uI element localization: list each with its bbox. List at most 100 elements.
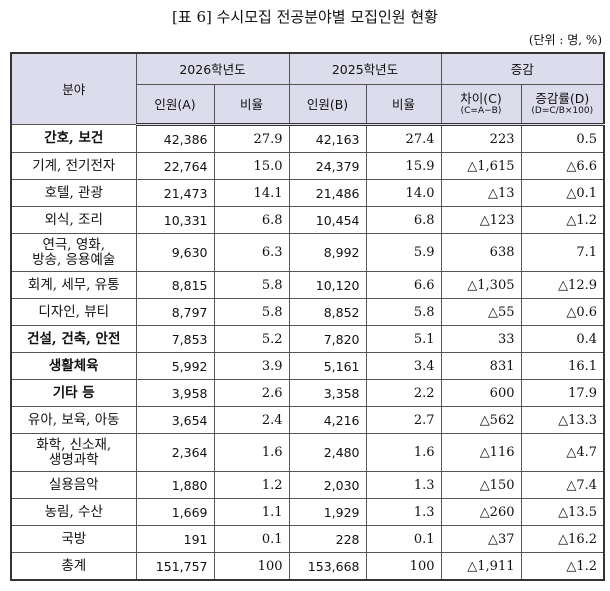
- value-cell: 7,820: [288, 325, 367, 353]
- table-row: 디자인, 뷰티 8,797 5.8 8,852 5.8 △55 △0.6: [10, 298, 605, 326]
- value-cell: △37: [440, 525, 522, 553]
- value-cell: 14.0: [365, 179, 442, 207]
- value-cell: △13: [440, 179, 522, 207]
- value-cell: 153,668: [288, 552, 367, 581]
- table-row: 총계 151,757 100 153,668 100 △1,911 △1.2: [10, 552, 605, 581]
- value-cell: 228: [288, 525, 367, 553]
- value-cell: 17.9: [520, 379, 605, 407]
- value-cell: 1,669: [135, 498, 215, 526]
- value-cell: 600: [440, 379, 522, 407]
- value-cell: 42,163: [288, 124, 367, 153]
- unit: (단위 : 명, %): [528, 33, 602, 47]
- header-cell: 분야: [10, 52, 137, 125]
- value-cell: 8,992: [288, 233, 367, 272]
- value-cell: 7.1: [520, 233, 605, 272]
- value-cell: 5,992: [135, 352, 215, 380]
- value-cell: 2,030: [288, 471, 367, 499]
- table-row: 기타 등 3,958 2.6 3,358 2.2 600 17.9: [10, 379, 605, 407]
- value-cell: 1,929: [288, 498, 367, 526]
- value-cell: 24,379: [288, 152, 367, 180]
- value-cell: △150: [440, 471, 522, 499]
- value-cell: 0.4: [520, 325, 605, 353]
- value-cell: 2.6: [213, 379, 290, 407]
- table-body: 간호, 보건 42,386 27.9 42,163 27.4 223 0.5 기계, 전기전자…: [10, 124, 605, 581]
- value-cell: △1.2: [520, 552, 605, 581]
- value-cell: 16.1: [520, 352, 605, 380]
- value-cell: 3,958: [135, 379, 215, 407]
- value-cell: 8,797: [135, 298, 215, 326]
- field-cell: 기타 등: [10, 379, 137, 407]
- value-cell: 223: [440, 124, 522, 153]
- value-cell: 5.2: [213, 325, 290, 353]
- value-cell: 2.7: [365, 406, 442, 434]
- field-cell: 디자인, 뷰티: [10, 298, 137, 326]
- value-cell: △6.6: [520, 152, 605, 180]
- value-cell: 27.9: [213, 124, 290, 153]
- value-cell: 0.1: [365, 525, 442, 553]
- field-cell: 실용음악: [10, 471, 137, 499]
- table-head: 분야 2026학년도 2025학년도 증감 인원(A) 비율 인원(B) 비율 …: [10, 52, 605, 126]
- value-cell: △7.4: [520, 471, 605, 499]
- value-cell: △116: [440, 433, 522, 472]
- value-cell: 21,486: [288, 179, 367, 207]
- table-row: 농림, 수산 1,669 1.1 1,929 1.3 △260 △13.5: [10, 498, 605, 526]
- value-cell: 2,364: [135, 433, 215, 472]
- value-cell: △0.1: [520, 179, 605, 207]
- value-cell: 27.4: [365, 124, 442, 153]
- table-row: 호텔, 관광 21,473 14.1 21,486 14.0 △13 △0.1: [10, 179, 605, 207]
- field-cell: 호텔, 관광: [10, 179, 137, 207]
- value-cell: △1.2: [520, 206, 605, 234]
- value-cell: 5,161: [288, 352, 367, 380]
- value-cell: 10,331: [135, 206, 215, 234]
- value-cell: 638: [440, 233, 522, 272]
- value-cell: 191: [135, 525, 215, 553]
- value-cell: 0.1: [213, 525, 290, 553]
- value-cell: 151,757: [135, 552, 215, 581]
- header-cell: 2025학년도: [288, 52, 442, 85]
- value-cell: 3,654: [135, 406, 215, 434]
- value-cell: 8,852: [288, 298, 367, 326]
- header-cell: 증감: [440, 52, 605, 85]
- header-text: 증감률(D): [535, 91, 590, 106]
- value-cell: 0.5: [520, 124, 605, 153]
- table-row: 간호, 보건 42,386 27.9 42,163 27.4 223 0.5: [10, 124, 605, 153]
- value-cell: △1,911: [440, 552, 522, 581]
- table-row: 외식, 조리 10,331 6.8 10,454 6.8 △123 △1.2: [10, 206, 605, 234]
- field-cell: 건설, 건축, 안전: [10, 325, 137, 353]
- field-cell: 간호, 보건: [10, 124, 137, 153]
- field-cell: 화학, 신소재, 생명과학: [10, 433, 137, 472]
- value-cell: △562: [440, 406, 522, 434]
- table: 분야 2026학년도 2025학년도 증감 인원(A) 비율 인원(B) 비율 …: [10, 52, 606, 581]
- value-cell: △123: [440, 206, 522, 234]
- value-cell: △1,615: [440, 152, 522, 180]
- value-cell: △55: [440, 298, 522, 326]
- value-cell: 1.2: [213, 471, 290, 499]
- value-cell: 1.3: [365, 498, 442, 526]
- header-row: 인원(A) 비율 인원(B) 비율 차이(C) (C=A−B) 증감률(D) (D=…: [11, 84, 605, 126]
- table-row: 국방 191 0.1 228 0.1 △37 △16.2: [10, 525, 605, 553]
- value-cell: 6.6: [365, 271, 442, 299]
- value-cell: △12.9: [520, 271, 605, 299]
- value-cell: 7,853: [135, 325, 215, 353]
- table-row: 기계, 전기전자 22,764 15.0 24,379 15.9 △1,615 △6.6: [10, 152, 605, 180]
- value-cell: 9,630: [135, 233, 215, 272]
- header-cell: 비율: [213, 84, 290, 126]
- table-row: 화학, 신소재, 생명과학 2,364 1.6 2,480 1.6 △116 △4.7: [10, 433, 605, 472]
- header-cell: 2026학년도: [135, 52, 290, 85]
- value-cell: 100: [213, 552, 290, 581]
- table-row: 연극, 영화, 방송, 응용예술 9,630 6.3 8,992 5.9 638 7.1: [10, 233, 605, 272]
- field-cell: 농림, 수산: [10, 498, 137, 526]
- field-cell: 유아, 보육, 아동: [10, 406, 137, 434]
- table-row: 회계, 세무, 유통 8,815 5.8 10,120 6.6 △1,305 △12.9: [10, 271, 605, 299]
- value-cell: 14.1: [213, 179, 290, 207]
- value-cell: 42,386: [135, 124, 215, 153]
- header-cell: 인원(A): [135, 84, 215, 126]
- value-cell: 5.9: [365, 233, 442, 272]
- value-cell: 10,454: [288, 206, 367, 234]
- value-cell: 1.6: [365, 433, 442, 472]
- header-cell: 인원(B): [288, 84, 367, 126]
- value-cell: △16.2: [520, 525, 605, 553]
- value-cell: 15.9: [365, 152, 442, 180]
- value-cell: △4.7: [520, 433, 605, 472]
- value-cell: 3.4: [365, 352, 442, 380]
